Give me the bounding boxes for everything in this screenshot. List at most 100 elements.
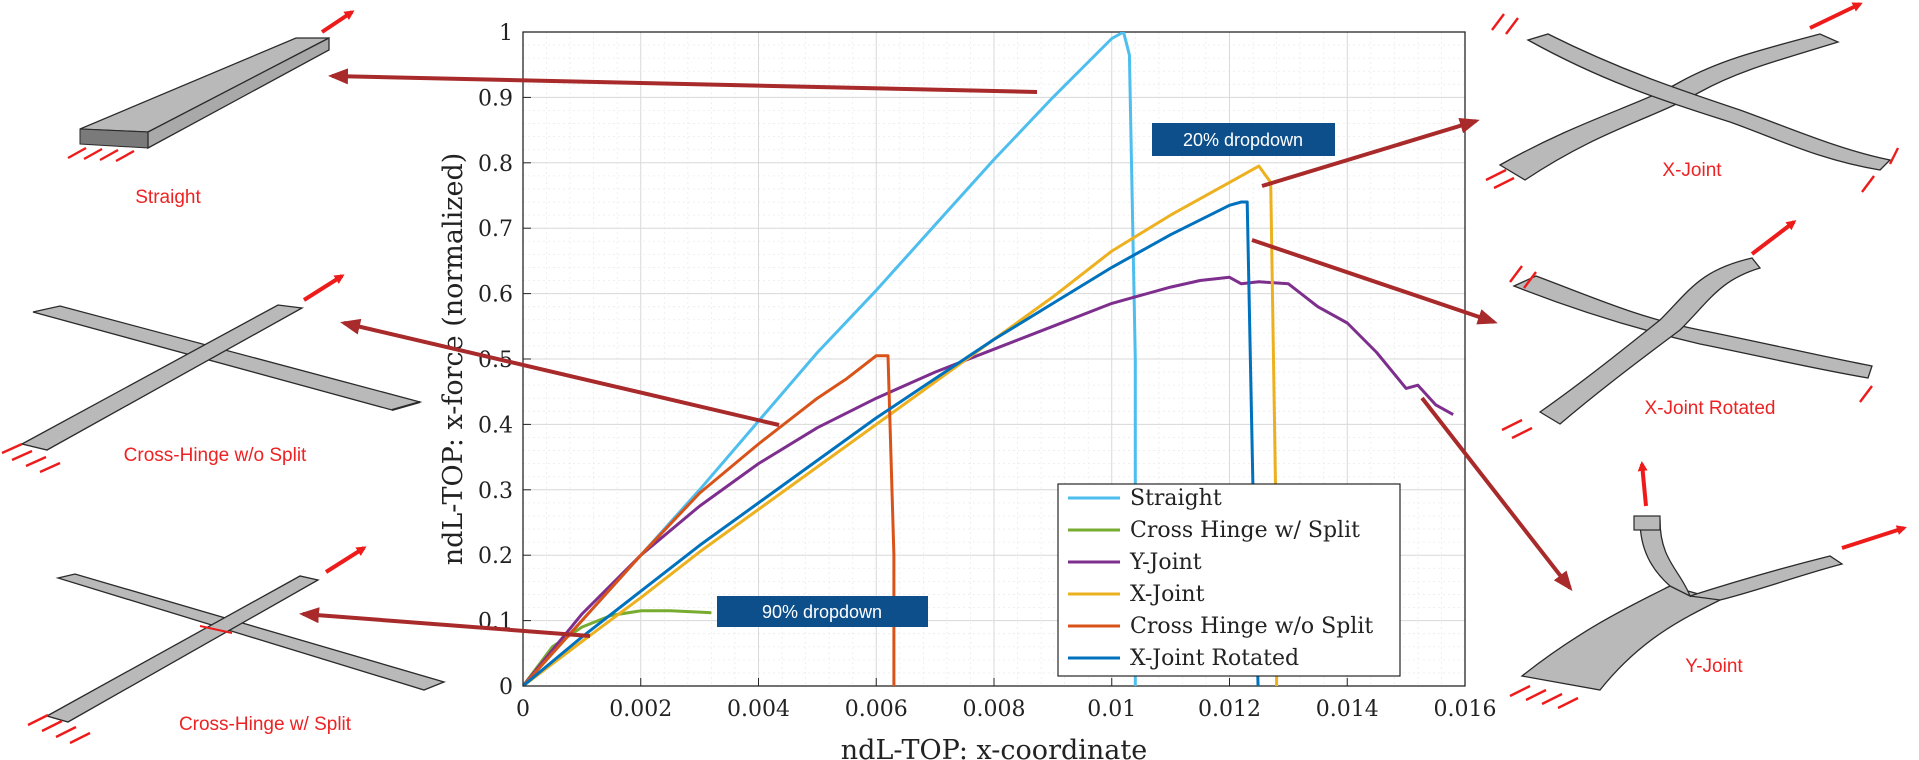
cross-w-fix-1 — [27, 713, 49, 727]
x-tick-label: 0.014 — [1316, 697, 1379, 722]
x-tick-label: 0.012 — [1198, 697, 1261, 722]
series-line-cross-hinge-w-o-split — [523, 354, 896, 686]
x-joint-fix-6 — [1888, 147, 1900, 165]
illustration-x-joint-rotated: X-Joint Rotated — [1501, 220, 1873, 440]
y-tick-label: 0.2 — [478, 544, 513, 569]
legend-label: Y-Joint — [1129, 550, 1202, 575]
x-tick-label: 0.006 — [845, 697, 908, 722]
y-tick-label: 0.3 — [478, 479, 513, 504]
y-joint-fix-1 — [1509, 684, 1531, 698]
cross-w-fix-4 — [69, 731, 91, 745]
cross-w-pull-arrow — [324, 546, 367, 574]
x-axis-title: ndL-TOP: x-coordinate — [841, 735, 1147, 760]
cross-wo-fix-1 — [1, 442, 23, 455]
legend-label: X-Joint — [1130, 582, 1205, 607]
y-tick-label: 1 — [499, 21, 513, 46]
y-joint-fix-2 — [1525, 688, 1547, 702]
x-tick-label: 0.01 — [1087, 697, 1136, 722]
legend-label: Straight — [1130, 486, 1222, 511]
callout-20-text: 20% dropdown — [1183, 130, 1303, 150]
y-joint-stem — [1520, 585, 1722, 691]
y-tick-label: 0.6 — [478, 283, 513, 308]
straight-beam-side — [147, 36, 330, 150]
pointer-cross-w — [299, 607, 591, 638]
callout-90-dropdown: 90% dropdown — [717, 596, 928, 627]
illustration-straight: Straight — [67, 10, 355, 208]
y-joint-stem-cap — [1633, 515, 1661, 531]
y-axis-title: ndL-TOP: x-force (normalized) — [438, 153, 469, 566]
cross-wo-fix-3 — [25, 455, 47, 468]
label-x-joint: X-Joint — [1662, 160, 1722, 181]
cross-w-beam-a — [55, 573, 446, 691]
pointer-arrows — [299, 68, 1573, 638]
callout-20-box — [1152, 123, 1335, 156]
x-joint-rot-pull-arrow — [1750, 220, 1797, 256]
x-tick-label: 0.004 — [727, 697, 790, 722]
straight-fix-2 — [83, 147, 103, 161]
legend-label: Cross Hinge w/o Split — [1130, 614, 1373, 639]
cross-w-fix-3 — [55, 725, 77, 739]
cross-w-beam-b — [45, 575, 320, 723]
label-cross-w-split: Cross-Hinge w/ Split — [179, 714, 352, 735]
x-joint-rot-fix-1 — [1501, 418, 1523, 432]
y-joint-fix-4 — [1557, 696, 1579, 710]
y-joint-pull-arrow-up — [1637, 461, 1648, 507]
y-tick-label: 0.8 — [478, 152, 513, 177]
series-layer — [523, 32, 1454, 686]
y-joint-pull-arrow-right — [1841, 525, 1907, 550]
straight-fix-4 — [115, 149, 135, 163]
legend-items: Straight Cross Hinge w/ Split Y-Joint X-Joi… — [1068, 486, 1373, 671]
y-tick-label: 0.9 — [478, 86, 513, 111]
straight-fix-3 — [99, 148, 119, 162]
legend-label: X-Joint Rotated — [1130, 646, 1299, 671]
cross-wo-beam-b — [20, 304, 305, 451]
x-joint-arm-b — [1526, 33, 1892, 171]
cross-wo-side-a — [391, 401, 421, 411]
x-joint-fix-3 — [1491, 13, 1505, 31]
x-axis-ticks: 0 0.002 0.004 0.006 0.008 0.01 0.012 0.014 0.016 — [516, 678, 1496, 722]
x-joint-fix-1 — [1485, 168, 1507, 182]
label-cross-wo-split: Cross-Hinge w/o Split — [124, 445, 307, 466]
pointer-cross-wo — [340, 318, 780, 427]
x-joint-fix-4 — [1505, 17, 1519, 35]
x-joint-pull-arrow — [1809, 2, 1863, 30]
label-y-joint: Y-Joint — [1685, 656, 1743, 677]
x-joint-rot-fix-2 — [1511, 426, 1533, 440]
callout-20-dropdown: 20% dropdown — [1152, 123, 1335, 156]
series-line-y-joint — [523, 275, 1454, 686]
series-line-x-joint-rotated — [523, 200, 1260, 686]
callout-90-text: 90% dropdown — [762, 602, 882, 622]
x-joint-arm-a — [1498, 33, 1840, 181]
straight-fix-1 — [67, 146, 87, 160]
cross-wo-fix-2 — [11, 449, 33, 462]
x-joint-rot-fix-4 — [1523, 271, 1537, 289]
x-joint-fix-5 — [1861, 175, 1875, 193]
illustration-cross-wo-split: Cross-Hinge w/o Split — [1, 274, 423, 474]
illustration-y-joint: Y-Joint — [1509, 461, 1907, 710]
cross-w-fix-2 — [41, 719, 63, 733]
cross-wo-pull-arrow — [302, 274, 345, 302]
pointer-y-joint — [1420, 396, 1573, 592]
y-tick-label: 0 — [499, 675, 513, 700]
legend-label: Cross Hinge w/ Split — [1130, 518, 1360, 543]
straight-beam-end — [79, 128, 149, 149]
x-joint-rot-fix-3 — [1509, 265, 1523, 283]
x-tick-label: 0 — [516, 697, 530, 722]
pointer-straight — [328, 68, 1038, 94]
x-joint-rot-fix-5 — [1859, 385, 1873, 403]
x-joint-fix-2 — [1493, 176, 1515, 190]
cross-w-split-mark — [199, 625, 233, 634]
y-joint-arm-up — [1639, 519, 1692, 598]
y-tick-label: 0.7 — [478, 217, 513, 242]
callout-90-box — [717, 596, 928, 627]
pointer-x-joint-rot — [1251, 238, 1498, 325]
legend-box — [1057, 483, 1401, 677]
cross-wo-beam-a — [32, 305, 423, 411]
cross-wo-fix-4 — [39, 461, 61, 474]
straight-pull-arrow — [320, 10, 355, 34]
y-joint-arm-right — [1689, 555, 1844, 601]
label-x-joint-rotated: X-Joint Rotated — [1645, 398, 1776, 419]
y-tick-label: 0.4 — [478, 413, 513, 438]
label-straight: Straight — [135, 187, 201, 208]
